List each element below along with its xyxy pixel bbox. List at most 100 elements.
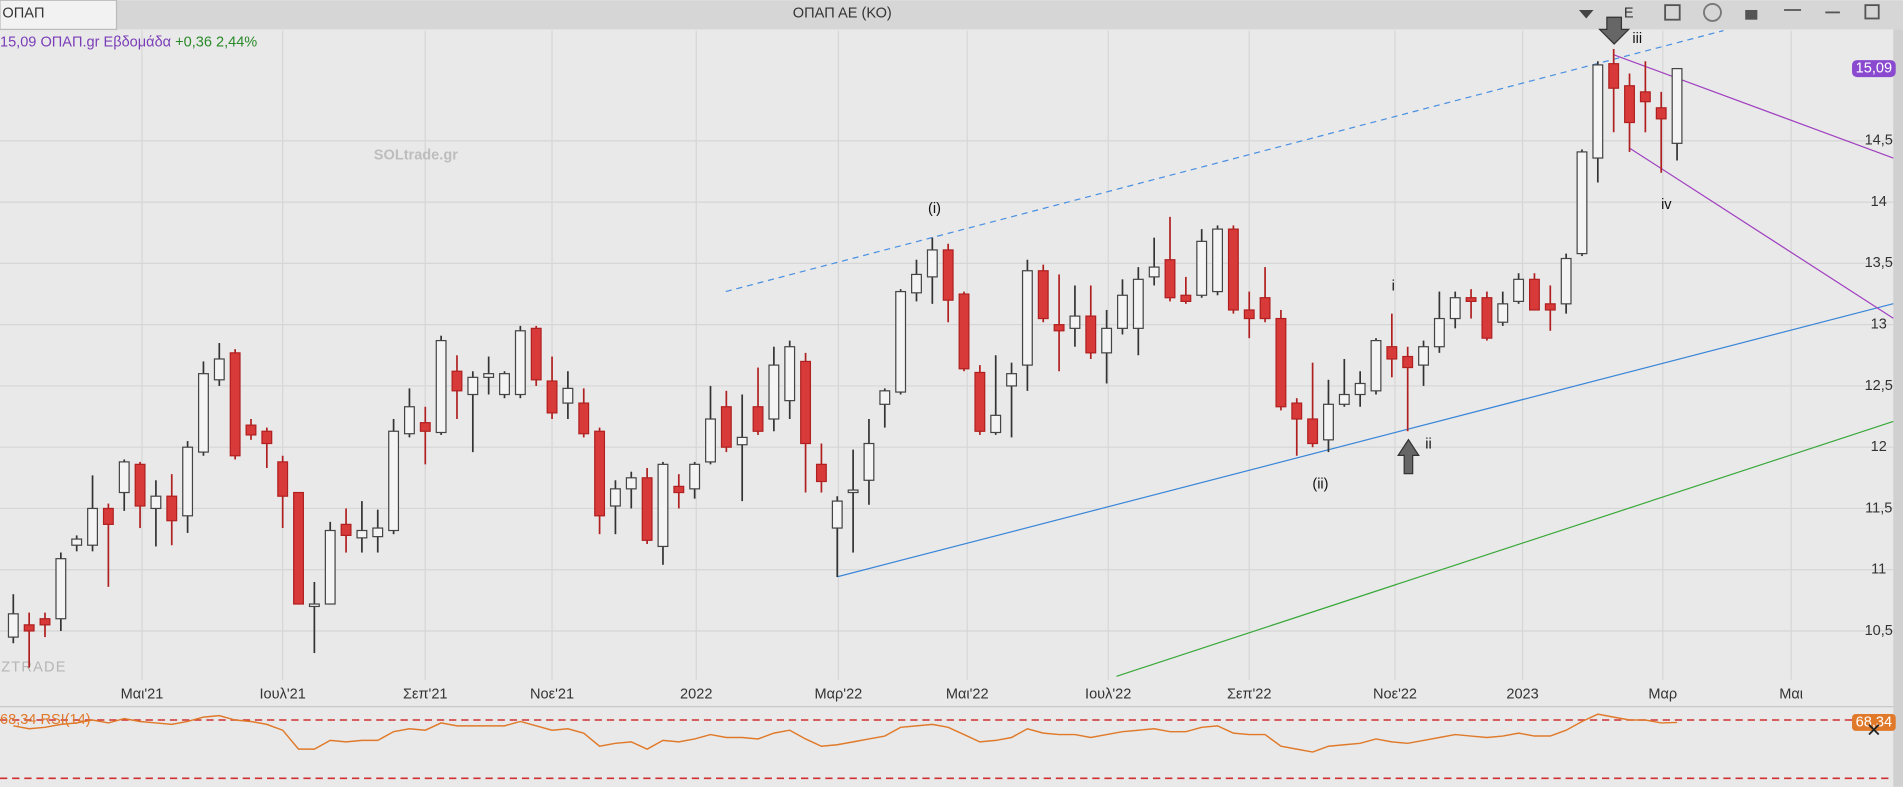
candle-body [197, 373, 209, 453]
candle-body [1354, 382, 1366, 396]
candle-body [1132, 278, 1144, 329]
candle-body [87, 507, 98, 546]
layout-icon[interactable] [1664, 4, 1681, 21]
link-icon[interactable] [1703, 3, 1722, 22]
candle-body [720, 406, 732, 448]
candle-body [1101, 327, 1113, 354]
y-tick-label: 11,5 [1865, 500, 1892, 516]
brand: ZTRADE [1, 660, 66, 676]
close-pane-icon[interactable] [1868, 724, 1880, 736]
watermark: SOLtrade.gr [374, 147, 458, 163]
candle-body [1259, 297, 1271, 320]
candle-body [578, 402, 590, 435]
candle-body [245, 424, 257, 436]
wedge-upper-line[interactable] [1613, 54, 1894, 159]
candle-body [1069, 315, 1081, 329]
candle-body [657, 463, 669, 548]
candle-body [261, 430, 273, 445]
x-tick-label: Ιουλ'22 [1085, 686, 1131, 702]
candle-body [990, 414, 1002, 434]
rsi-line [13, 713, 1678, 753]
wave-label: ii [1425, 436, 1431, 452]
scrollbar[interactable] [1893, 29, 1903, 787]
wave-label: i [1392, 279, 1395, 295]
rsi-value-box [1852, 713, 1896, 731]
tab[interactable] [0, 0, 118, 31]
chart-header: 15,09 ΟΠΑΠ.gr Εβδομάδα +0,36 2,44% [0, 35, 257, 51]
candle-body [514, 330, 526, 396]
y-tick-label: 14 [1871, 194, 1887, 210]
candle-body [689, 463, 701, 490]
up-arrow [1397, 438, 1420, 475]
maximize-icon[interactable] [1864, 4, 1880, 20]
period: Εβδομάδα [104, 35, 172, 51]
parallel-line[interactable] [1116, 420, 1894, 677]
candle-body [911, 273, 922, 294]
candle-body [1085, 315, 1097, 354]
candle-body [1655, 107, 1667, 120]
rsi-value-label: 68,34 [1856, 714, 1892, 730]
candle-body [293, 491, 304, 605]
candle-body [1006, 373, 1018, 387]
y-tick-label: 14,5 [1865, 133, 1893, 149]
candle-body [1481, 297, 1493, 339]
rsi-pane: 68,34 [0, 713, 1896, 780]
candles [7, 48, 1683, 668]
upper-channel-line[interactable] [725, 30, 1724, 293]
candle-body [1402, 355, 1414, 369]
candle-body [1386, 346, 1398, 360]
last-price-box [1852, 60, 1896, 78]
candle-body [1497, 303, 1509, 323]
wave-label: (ii) [1312, 476, 1328, 492]
candle-body [499, 373, 510, 396]
candle-body [213, 358, 225, 381]
lower-channel-line[interactable] [837, 303, 1894, 578]
y-tick-label: 13 [1871, 317, 1887, 333]
period-button[interactable]: E [1624, 5, 1634, 21]
x-tick-label: Μαρ'22 [814, 686, 862, 702]
wave-label: iii [1632, 31, 1642, 47]
y-tick-label: 13,5 [1865, 255, 1893, 271]
candle-body [1513, 278, 1525, 302]
candle-body [1544, 303, 1556, 311]
candle-body [784, 346, 796, 402]
x-tick-label: Μαρ [1648, 686, 1677, 702]
lock-icon[interactable] [1745, 9, 1758, 20]
candle-body [1560, 257, 1572, 305]
candle-body [546, 380, 558, 414]
candle-body [641, 477, 653, 541]
candle-body [1418, 346, 1429, 366]
candle-body [1639, 91, 1651, 103]
candle-body [1370, 339, 1382, 392]
candle-body [768, 364, 780, 420]
candle-body [229, 352, 241, 457]
dropdown-icon[interactable] [1578, 9, 1594, 19]
candle-body [71, 538, 83, 546]
rsi-header: 68,34 RSI(14) [0, 712, 91, 728]
change-percent: 2,44% [216, 35, 257, 51]
candle-body [673, 485, 685, 494]
last-price-label: 15,09 [1856, 60, 1892, 76]
candle-body [102, 507, 114, 525]
x-tick-label: Μαι'22 [946, 686, 989, 702]
candle-body [403, 406, 415, 435]
rsi-name: RSI(14) [40, 712, 90, 728]
wedge-lower-line[interactable] [1629, 147, 1894, 319]
candle-body [1433, 317, 1445, 348]
candle-body [1148, 266, 1160, 278]
candle-body [863, 442, 875, 481]
down-arrow [1598, 16, 1631, 45]
x-tick-label: Ιουλ'21 [260, 686, 306, 702]
candle-body [1037, 270, 1049, 320]
y-tick-label: 10,5 [1865, 623, 1893, 639]
candle-body [752, 406, 764, 432]
x-tick-label: 2023 [1506, 686, 1538, 702]
candle-body [435, 339, 447, 434]
tab-label[interactable]: ΟΠΑΠ [2, 5, 44, 21]
candle-body [388, 430, 400, 532]
candle-body [419, 422, 431, 432]
candle-body [1608, 63, 1620, 89]
candle-body [736, 436, 748, 446]
rsi-last: 68,34 [0, 712, 36, 728]
